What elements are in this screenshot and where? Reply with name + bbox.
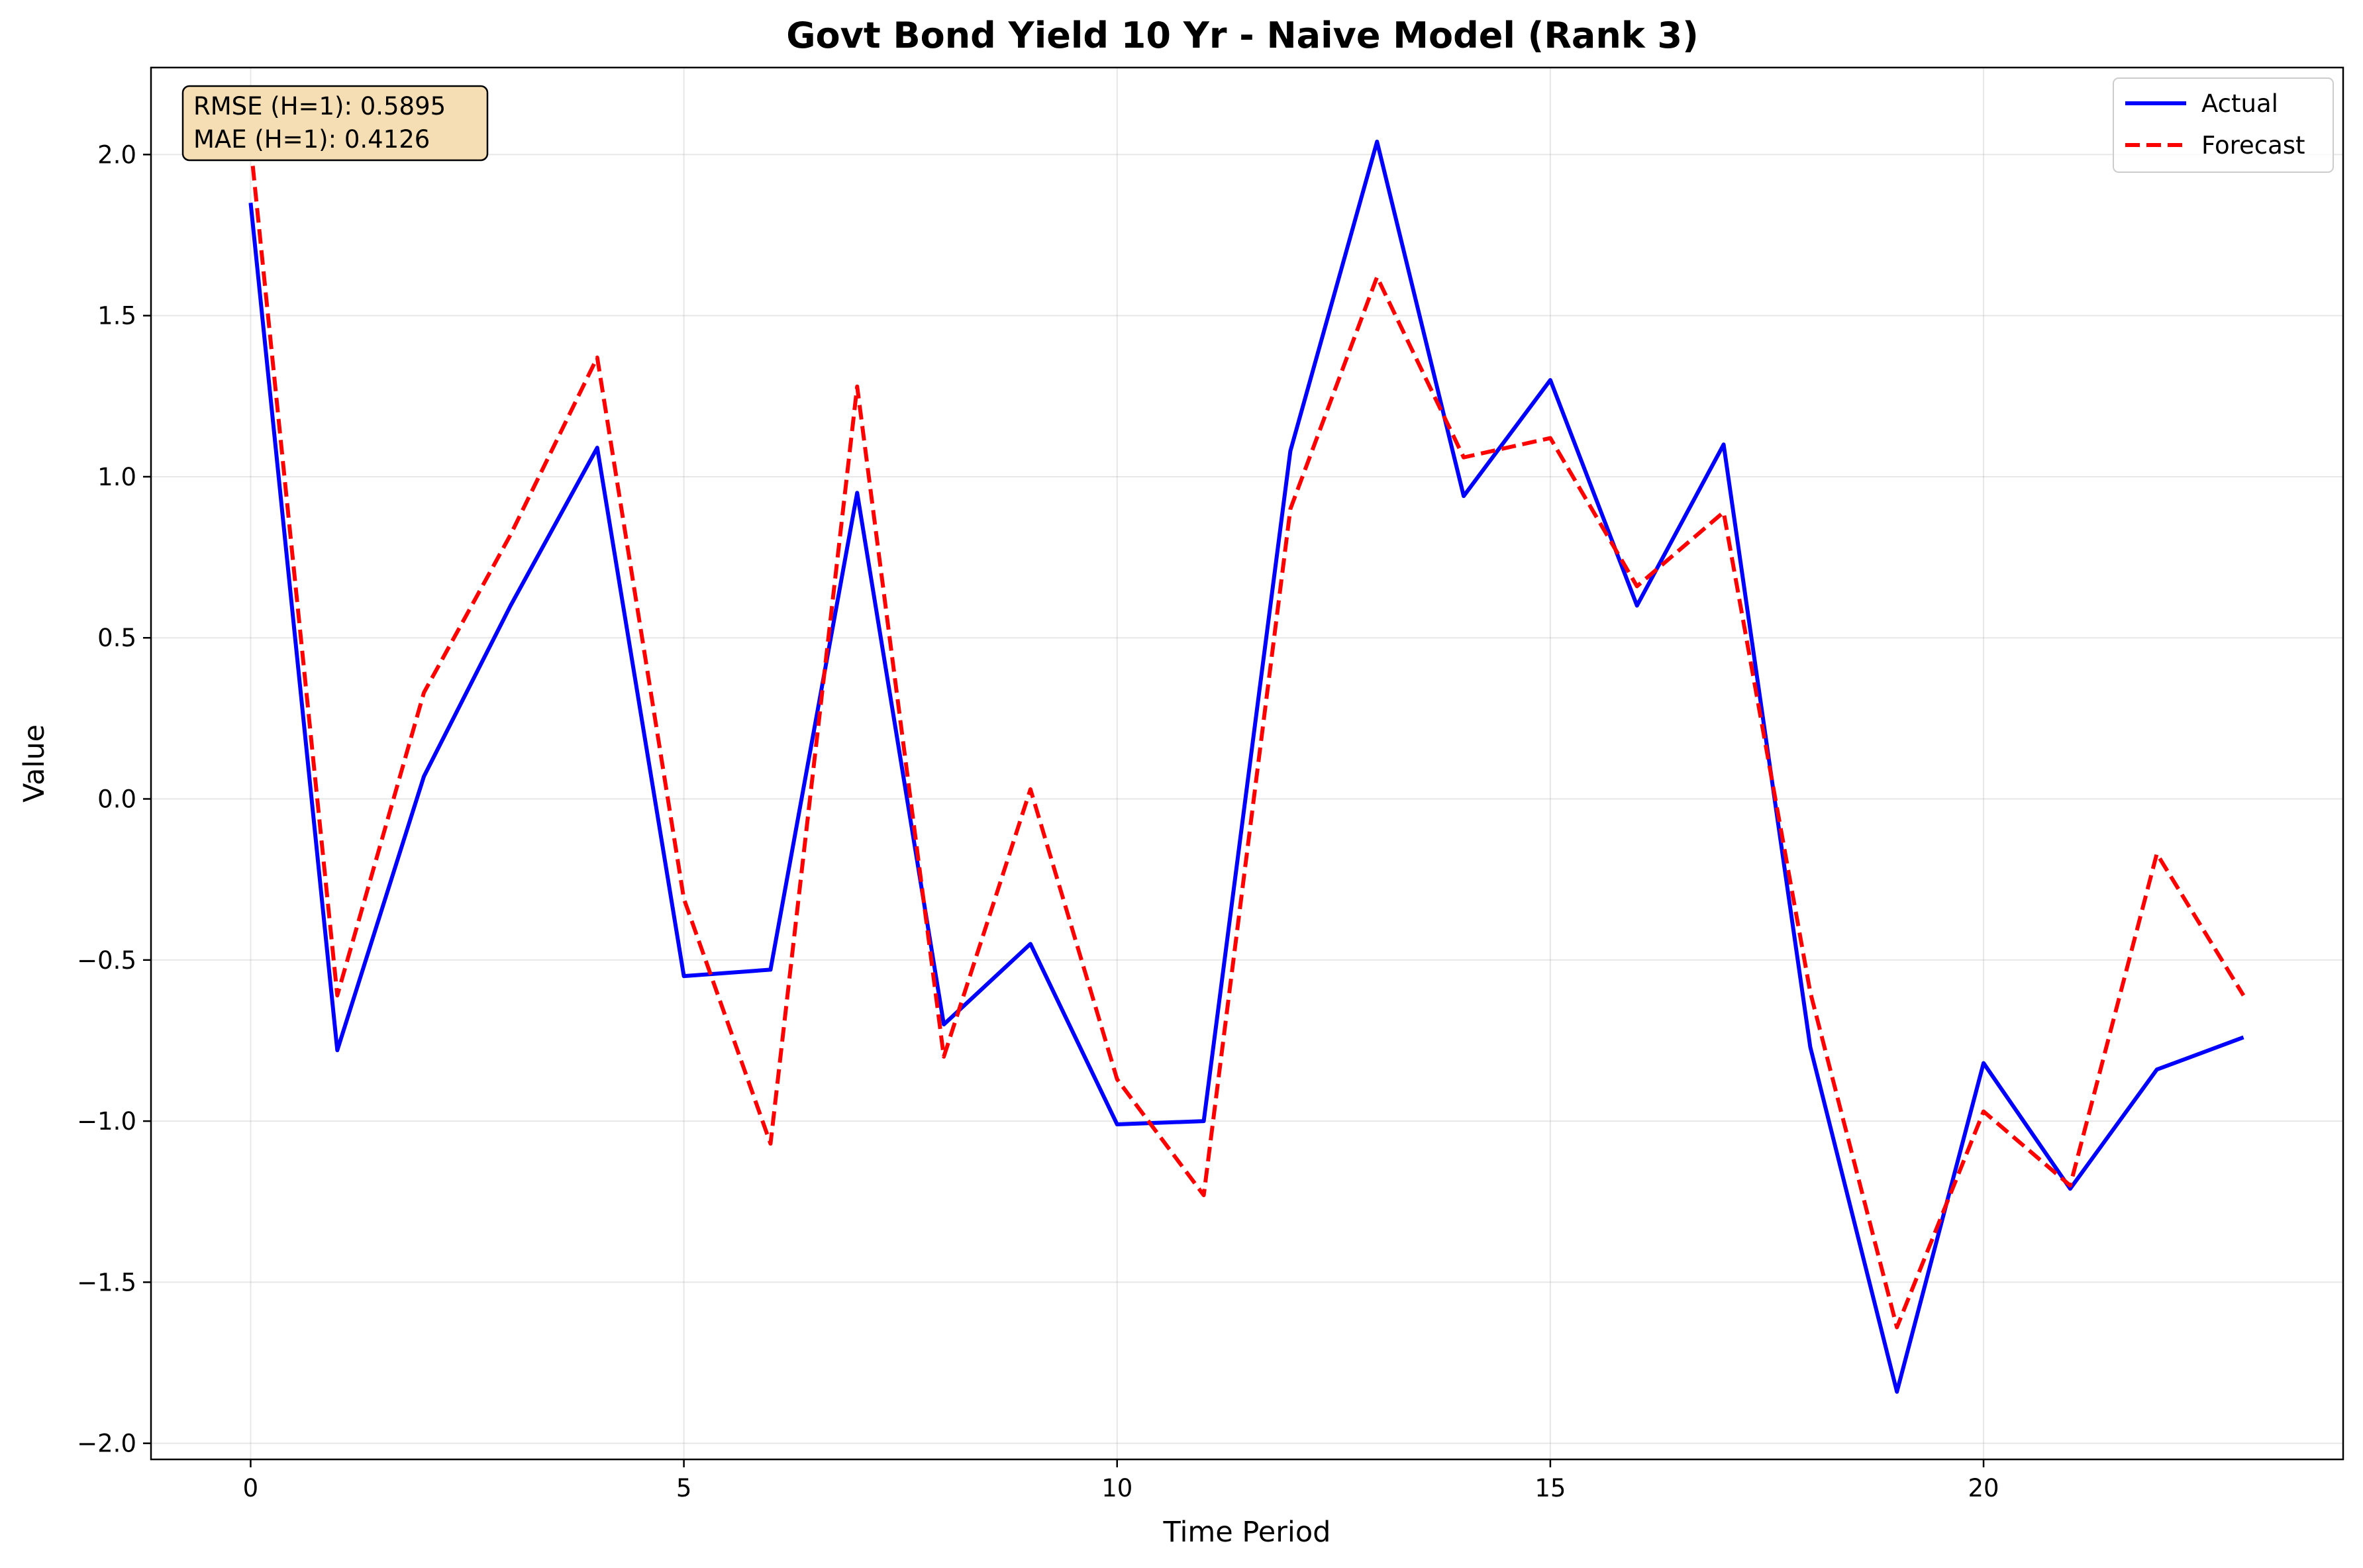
data-point-actual [1290, 451, 1291, 452]
x-tick-label: 0 [243, 1474, 259, 1502]
y-axis-label: Value [18, 724, 51, 803]
grid [151, 68, 2343, 1459]
legend-label-forecast: Forecast [2201, 131, 2305, 160]
data-point-actual [770, 969, 771, 970]
x-axis-label: Time Period [1163, 1516, 1331, 1549]
y-tick-label: 1.5 [97, 302, 136, 330]
metrics-rmse: RMSE (H=1): 0.5895 [193, 92, 446, 121]
data-point-forecast [1203, 1195, 1204, 1196]
legend: Actual Forecast [2113, 77, 2334, 173]
data-point-forecast [857, 386, 858, 387]
data-point-forecast [337, 995, 338, 996]
chart-title: Govt Bond Yield 10 Yr - Naive Model (Ran… [786, 15, 1699, 56]
data-point-actual [1636, 605, 1637, 606]
series-lines [248, 139, 2246, 1394]
data-point-actual [510, 605, 511, 606]
x-tick-label: 20 [1968, 1474, 1999, 1502]
data-point-forecast [510, 534, 511, 535]
y-tick-label: −1.5 [77, 1268, 136, 1297]
x-axis-ticks: 0 5 10 15 20 [243, 1459, 1999, 1502]
data-point-forecast [424, 692, 425, 693]
data-point-actual [2243, 1037, 2244, 1038]
y-tick-label: −0.5 [77, 946, 136, 975]
y-tick-label: −2.0 [77, 1430, 136, 1458]
y-tick-label: 2.0 [97, 140, 136, 169]
data-point-actual [683, 976, 684, 977]
series-line-forecast [248, 144, 2246, 1330]
y-tick-label: 0.5 [97, 624, 136, 652]
y-tick-label: 1.0 [97, 463, 136, 491]
data-point-actual [424, 776, 425, 777]
metrics-box-background [181, 85, 489, 162]
metrics-box: RMSE (H=1): 0.5895 MAE (H=1): 0.4126 [181, 85, 489, 162]
x-tick-label: 10 [1101, 1474, 1132, 1502]
data-point-actual [1810, 1047, 1811, 1048]
data-point-forecast [2243, 995, 2244, 996]
data-point-actual [1377, 141, 1378, 142]
data-point-forecast [1636, 586, 1637, 587]
data-point-actual [2156, 1069, 2157, 1070]
metrics-mae: MAE (H=1): 0.4126 [193, 125, 430, 154]
data-point-forecast [1810, 992, 1811, 993]
data-point-actual [1203, 1121, 1204, 1122]
x-tick-label: 5 [676, 1474, 692, 1502]
data-point-forecast [1723, 512, 1724, 513]
y-tick-label: −1.0 [77, 1107, 136, 1136]
y-tick-label: 0.0 [97, 785, 136, 814]
plot-frame [150, 66, 2344, 1461]
x-tick-label: 15 [1534, 1474, 1566, 1502]
legend-label-actual: Actual [2201, 89, 2278, 118]
data-point-actual [1723, 444, 1724, 445]
data-point-actual [337, 1050, 338, 1051]
y-axis-ticks: −2.0 −1.5 −1.0 −0.5 0.0 0.5 1.0 1.5 2.0 [77, 140, 151, 1458]
series-line-actual [248, 139, 2244, 1394]
